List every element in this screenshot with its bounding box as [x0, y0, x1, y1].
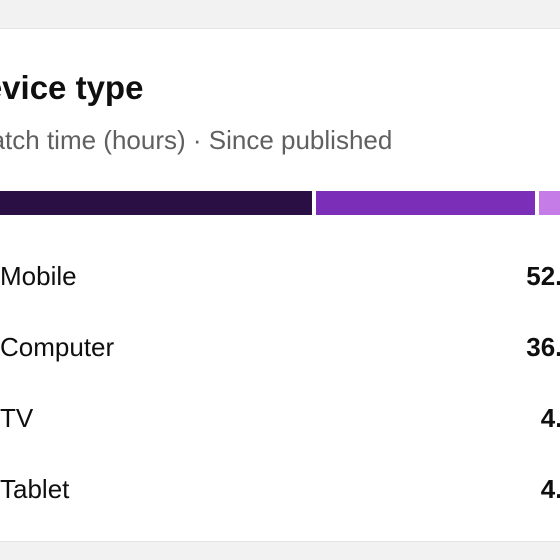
card-subtitle: Watch time (hours) · Since published — [0, 125, 393, 155]
device-label: Mobile — [0, 261, 77, 291]
device-value: 36.9% — [526, 332, 560, 362]
list-item: Computer 36.9% — [0, 312, 560, 383]
device-type-card: Device type Watch time (hours) · Since p… — [0, 28, 560, 542]
device-label: Tablet — [0, 474, 70, 504]
device-value: 52.7% — [526, 261, 560, 291]
bar-segment-mobile[interactable] — [0, 191, 313, 215]
list-item: TV 4.9% — [0, 383, 560, 454]
list-item: Mobile 52.7% — [0, 241, 560, 312]
list-item: Tablet 4.8% — [0, 454, 560, 525]
card-title: Device type — [0, 69, 144, 106]
device-label: Computer — [0, 332, 115, 362]
device-label: TV — [0, 403, 34, 433]
device-value: 4.8% — [540, 474, 560, 504]
bar-segment-computer[interactable] — [316, 191, 535, 215]
bar-segment-tv[interactable] — [538, 191, 560, 215]
device-value: 4.9% — [540, 403, 560, 433]
device-share-bar — [0, 191, 560, 215]
device-list: Mobile 52.7% Computer 36.9% TV 4.9% Tablet 4.8% — [0, 241, 560, 525]
